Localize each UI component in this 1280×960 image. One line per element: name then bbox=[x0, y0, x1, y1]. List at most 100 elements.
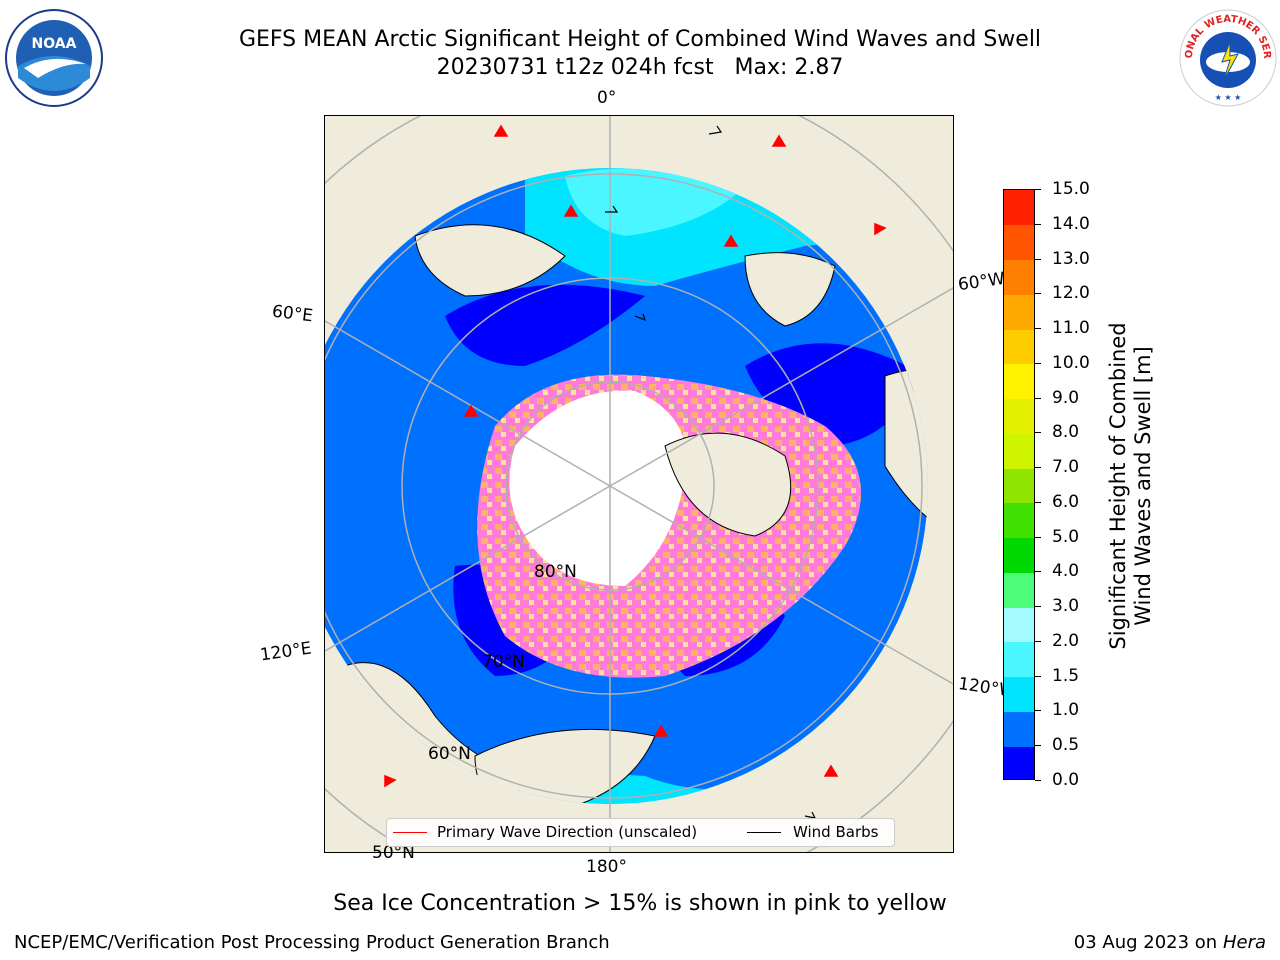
colorbar-segment bbox=[1004, 537, 1034, 573]
legend-wave-label: Primary Wave Direction (unscaled) bbox=[437, 823, 698, 841]
lat-label-80n: 80°N bbox=[534, 562, 577, 582]
colorbar-segment bbox=[1004, 398, 1034, 434]
noaa-logo: NOAA bbox=[4, 8, 104, 112]
colorbar-tick-label: 1.5 bbox=[1052, 665, 1080, 686]
wind-barb bbox=[605, 205, 619, 213]
colorbar-tick-mark bbox=[1035, 467, 1041, 469]
lat-label-50n: 50°N bbox=[372, 843, 415, 863]
colorbar-segment bbox=[1004, 711, 1034, 747]
colorbar-tick-label: 13.0 bbox=[1052, 248, 1090, 269]
colorbar-title: Significant Height of Combined Wind Wave… bbox=[1106, 322, 1155, 650]
colorbar-tick-mark bbox=[1035, 293, 1041, 295]
wave-arrow bbox=[493, 124, 509, 137]
colorbar-tick-label: 10.0 bbox=[1052, 352, 1090, 373]
colorbar-segment bbox=[1004, 363, 1034, 400]
colorbar-tick-label: 12.0 bbox=[1052, 283, 1090, 304]
colorbar-segment bbox=[1004, 572, 1034, 608]
colorbar-segment bbox=[1004, 607, 1034, 643]
colorbar-segment bbox=[1004, 641, 1034, 678]
colorbar-tick-mark bbox=[1035, 536, 1041, 538]
colorbar-tick-mark bbox=[1035, 432, 1041, 434]
longitude-gridlines bbox=[325, 116, 953, 852]
lat-label-60n: 60°N bbox=[428, 744, 471, 764]
colorbar-segment bbox=[1004, 224, 1034, 260]
colorbar-tick-mark bbox=[1035, 501, 1041, 503]
legend-barb-swatch bbox=[747, 832, 781, 833]
colorbar-segment bbox=[1004, 502, 1034, 539]
colorbar-tick-label: 0.5 bbox=[1052, 735, 1080, 756]
wind-barb bbox=[634, 313, 646, 322]
noaa-logo-text: NOAA bbox=[32, 36, 77, 52]
wave-arrow bbox=[723, 234, 739, 247]
sea-ice-note: Sea Ice Concentration > 15% is shown in … bbox=[333, 891, 947, 916]
legend-barb-label: Wind Barbs bbox=[793, 823, 879, 841]
wave-arrow bbox=[653, 724, 669, 737]
lon-label-60w: 60°W bbox=[956, 268, 1007, 296]
colorbar-segment bbox=[1004, 329, 1034, 365]
lon-label-180: 180° bbox=[586, 857, 627, 877]
meridian-60w bbox=[609, 287, 953, 487]
wave-arrow bbox=[463, 404, 479, 417]
colorbar bbox=[1003, 189, 1035, 780]
colorbar-segment bbox=[1004, 190, 1034, 226]
colorbar-tick-mark bbox=[1035, 745, 1041, 747]
lon-label-60e: 60°E bbox=[270, 301, 314, 327]
nws-logo: NATIONAL WEATHER SERVICE ★ ★ ★ bbox=[1174, 0, 1278, 112]
footer-machine: Hera bbox=[1222, 932, 1266, 953]
svg-text:★ ★ ★: ★ ★ ★ bbox=[1215, 93, 1242, 102]
wave-direction-arrows bbox=[384, 124, 887, 788]
colorbar-tick-label: 0.0 bbox=[1052, 770, 1080, 790]
colorbar-segment bbox=[1004, 676, 1034, 712]
colorbar-tick-mark bbox=[1035, 258, 1041, 260]
landmass-greenland-arch bbox=[664, 432, 792, 537]
footer-branch: NCEP/EMC/Verification Post Processing Pr… bbox=[14, 932, 610, 953]
colorbar-tick-mark bbox=[1035, 397, 1041, 399]
colorbar-segment bbox=[1004, 294, 1034, 330]
colorbar-segment bbox=[1004, 433, 1034, 469]
colorbar-tick-label: 7.0 bbox=[1052, 457, 1080, 478]
footer-date-text: 03 Aug 2023 on bbox=[1073, 932, 1218, 953]
title-line1: GEFS MEAN Arctic Significant Height of C… bbox=[238, 27, 1042, 52]
colorbar-segment bbox=[1004, 259, 1034, 295]
ice-interior bbox=[509, 390, 687, 586]
colorbar-tick-mark bbox=[1035, 606, 1041, 608]
colorbar-tick-label: 2.0 bbox=[1052, 630, 1080, 651]
colorbar-segment bbox=[1004, 468, 1034, 504]
lat-label-70n: 70°N bbox=[482, 652, 525, 672]
colorbar-tick-label: 15.0 bbox=[1052, 179, 1090, 199]
colorbar-tick-label: 11.0 bbox=[1052, 318, 1090, 339]
colorbar-tick-label: 8.0 bbox=[1052, 422, 1080, 443]
colorbar-tick-mark bbox=[1035, 189, 1041, 190]
chart-title: GEFS MEAN Arctic Significant Height of C… bbox=[0, 26, 1280, 82]
meridian-120w bbox=[609, 485, 953, 685]
colorbar-tick-label: 1.0 bbox=[1052, 700, 1080, 721]
wave-arrow bbox=[771, 134, 787, 147]
colorbar-tick-mark bbox=[1035, 780, 1041, 781]
colorbar-tick-mark bbox=[1035, 223, 1041, 225]
colorbar-tick-label: 9.0 bbox=[1052, 387, 1080, 408]
colorbar-tick-label: 14.0 bbox=[1052, 213, 1090, 234]
wave-arrow bbox=[874, 222, 887, 236]
colorbar-tick-mark bbox=[1035, 675, 1041, 677]
wave-arrow bbox=[823, 764, 839, 777]
colorbar-segment bbox=[1004, 746, 1034, 779]
title-line2: 20230731 t12z 024h fcst Max: 2.87 bbox=[436, 55, 844, 80]
footer-date: 03 Aug 2023 on Hera bbox=[1074, 932, 1266, 953]
meridian-60e bbox=[325, 320, 611, 487]
lon-label-120e: 120°E bbox=[258, 638, 313, 666]
landmass-greenland bbox=[744, 252, 836, 327]
wave-arrow bbox=[563, 204, 579, 217]
map-legend: Primary Wave Direction (unscaled) Wind B… bbox=[386, 818, 895, 847]
wave-field-low-a bbox=[445, 284, 645, 366]
legend-wave-swatch bbox=[393, 832, 427, 833]
wave-arrow bbox=[384, 774, 397, 788]
colorbar-tick-mark bbox=[1035, 362, 1041, 364]
colorbar-tick-label: 5.0 bbox=[1052, 526, 1080, 547]
lon-label-0: 0° bbox=[597, 88, 617, 108]
colorbar-tick-label: 6.0 bbox=[1052, 491, 1080, 512]
colorbar-tick-mark bbox=[1035, 571, 1041, 573]
wind-barb bbox=[708, 125, 723, 135]
landmass-scandinavia bbox=[414, 224, 566, 297]
colorbar-tick-label: 4.0 bbox=[1052, 561, 1080, 582]
colorbar-tick-mark bbox=[1035, 328, 1041, 330]
